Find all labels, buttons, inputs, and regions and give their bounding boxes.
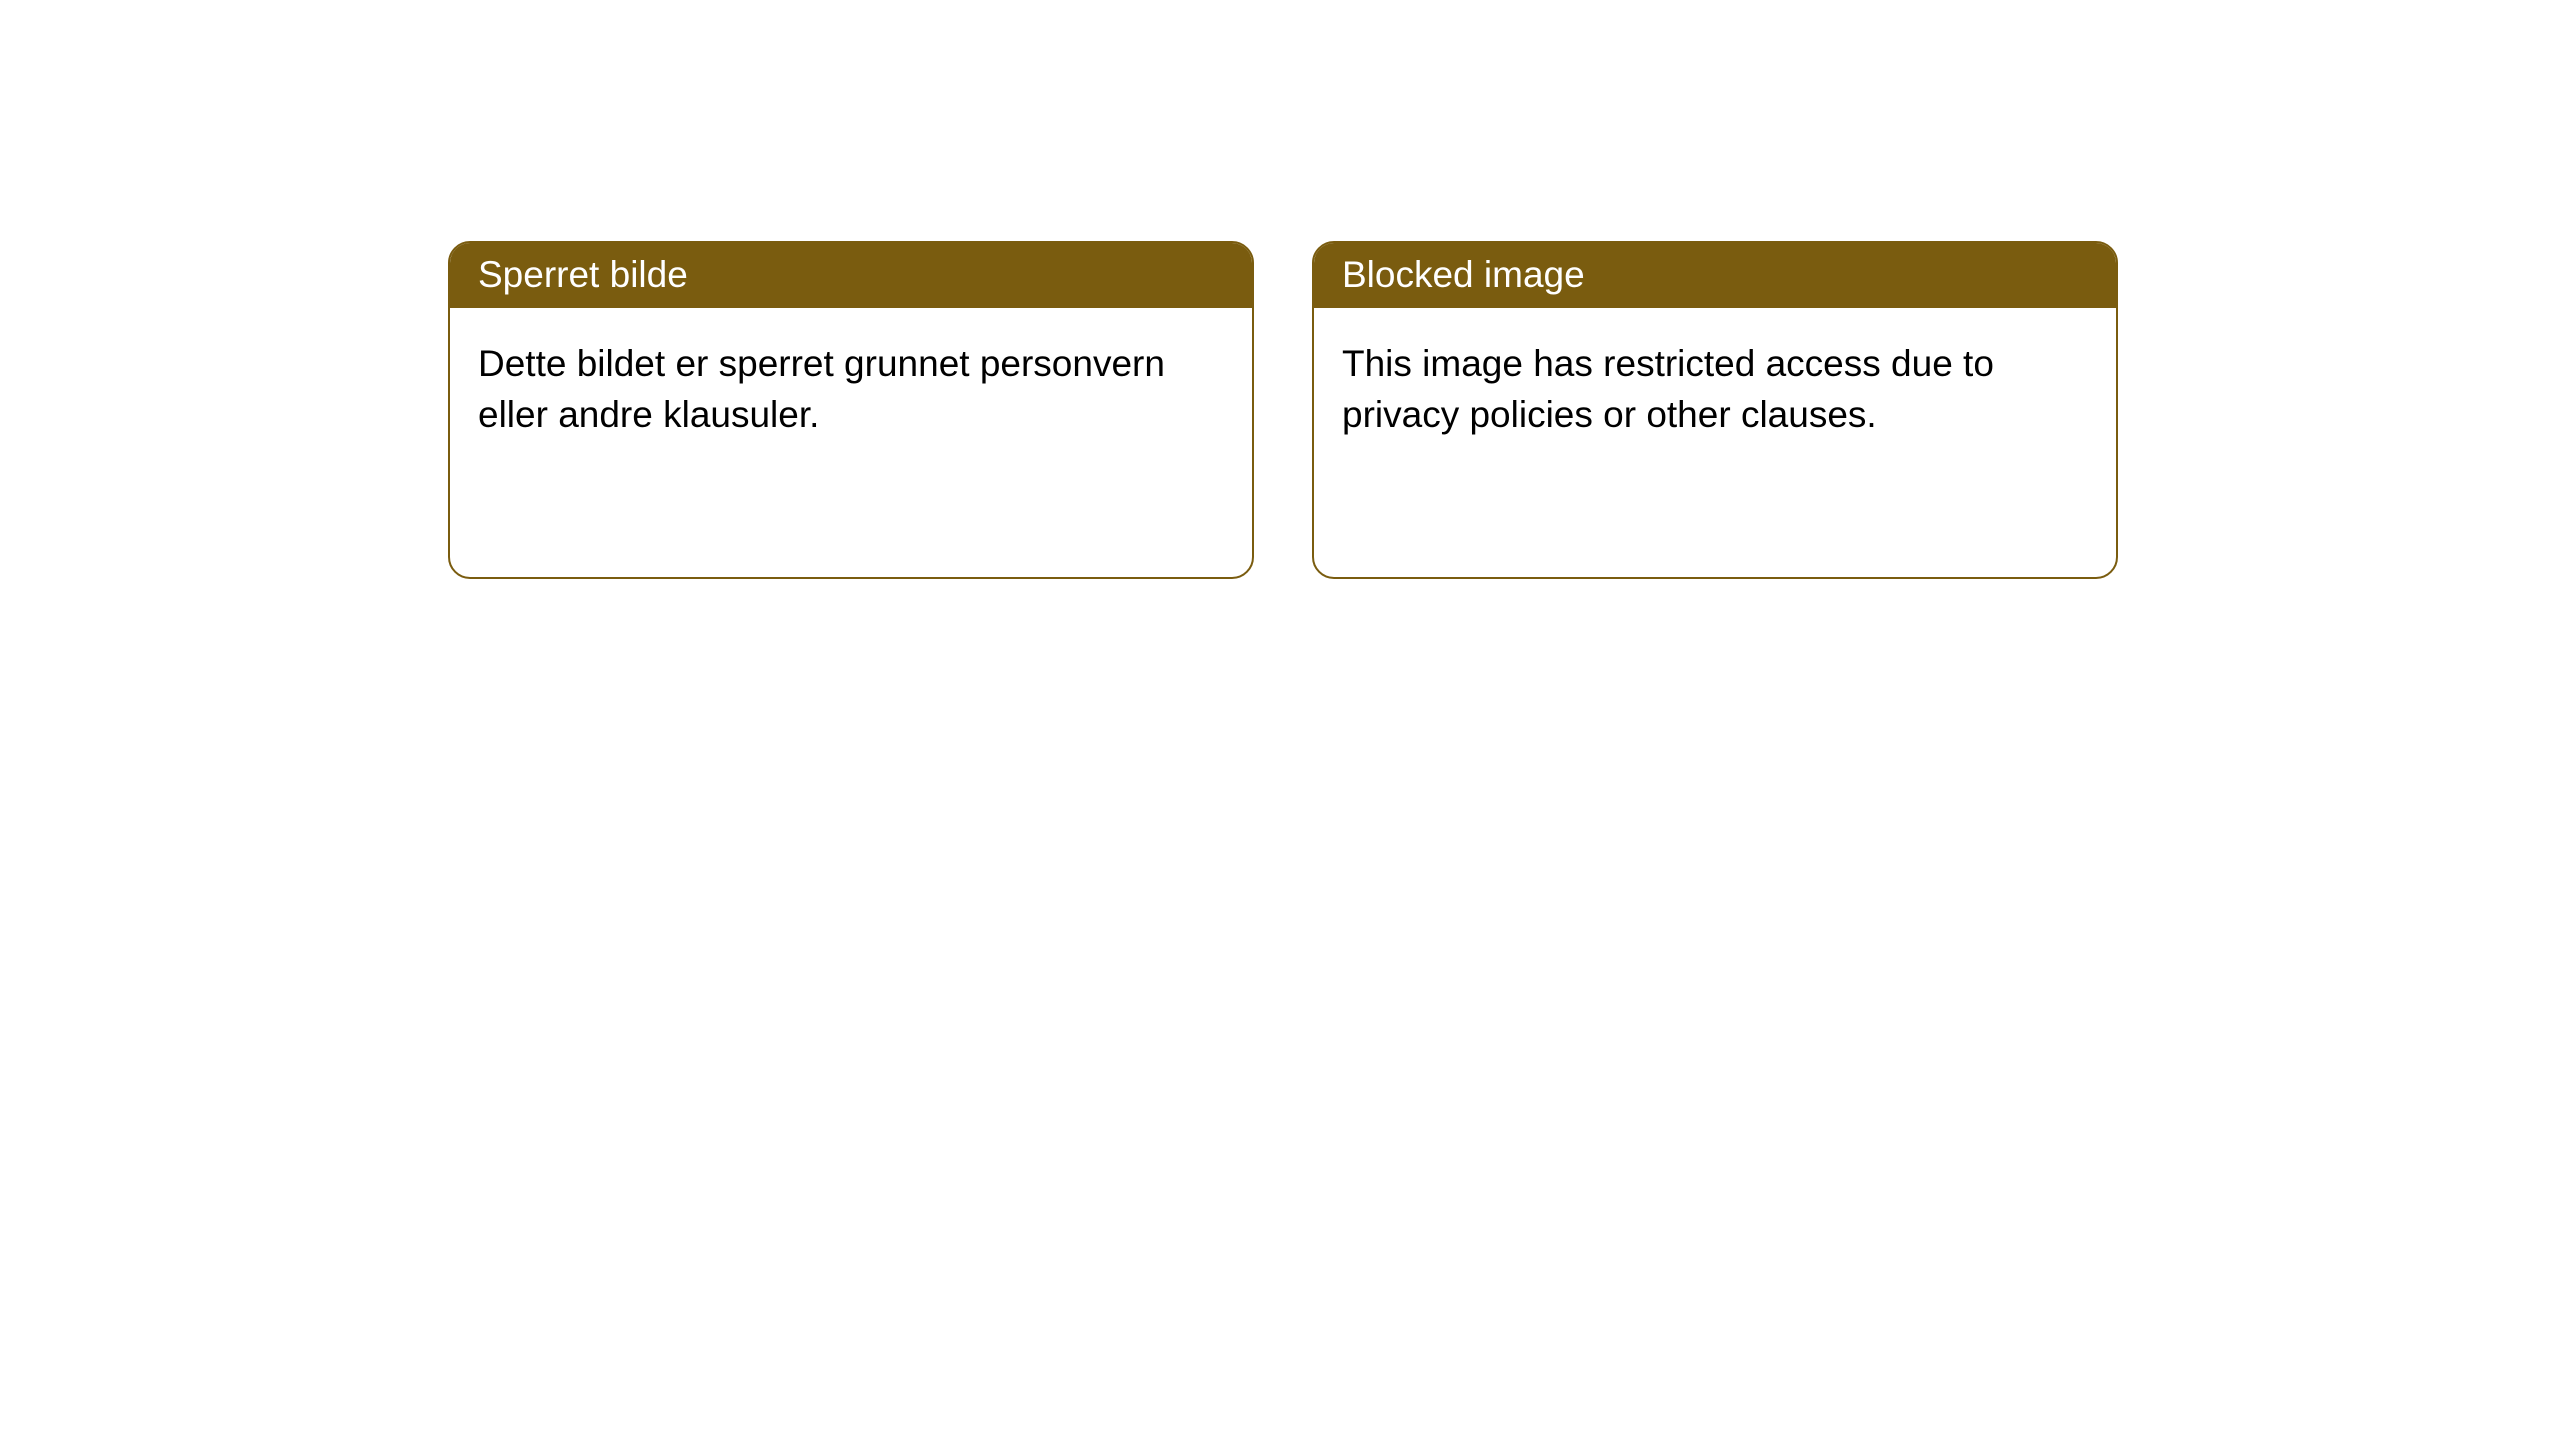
card-title: Sperret bilde [478,254,688,295]
card-body-text: Dette bildet er sperret grunnet personve… [478,343,1165,435]
card-body-text: This image has restricted access due to … [1342,343,1994,435]
card-header: Sperret bilde [450,243,1252,308]
notice-card-norwegian: Sperret bilde Dette bildet er sperret gr… [448,241,1254,579]
card-body: This image has restricted access due to … [1314,308,2116,471]
card-title: Blocked image [1342,254,1585,295]
notice-card-english: Blocked image This image has restricted … [1312,241,2118,579]
card-header: Blocked image [1314,243,2116,308]
card-body: Dette bildet er sperret grunnet personve… [450,308,1252,471]
notice-cards-container: Sperret bilde Dette bildet er sperret gr… [448,241,2118,579]
